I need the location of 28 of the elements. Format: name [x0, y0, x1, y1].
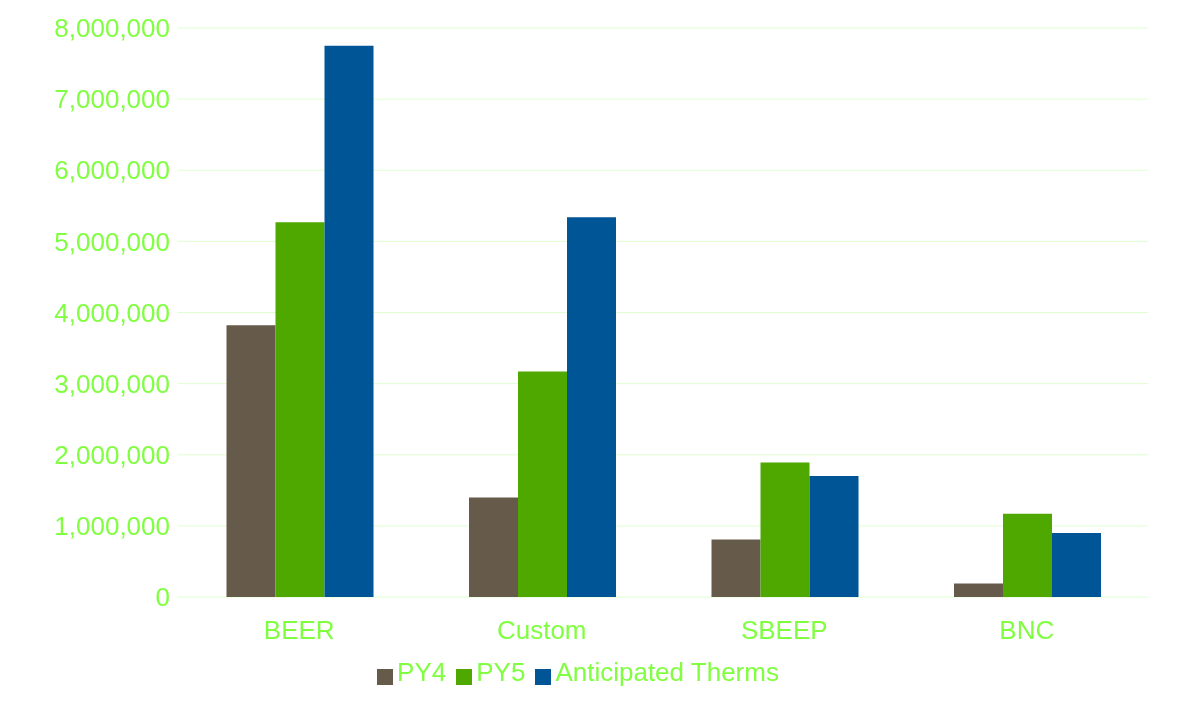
bar	[275, 222, 325, 597]
legend-label: PY5	[476, 657, 526, 687]
y-tick-label: 3,000,000	[54, 368, 170, 399]
bar	[711, 539, 761, 597]
y-tick-label: 7,000,000	[54, 84, 170, 115]
y-tick-label: 8,000,000	[54, 13, 170, 44]
legend-label: Anticipated Therms	[555, 657, 779, 687]
x-tick-label: BNC	[999, 615, 1055, 646]
x-tick-label: SBEEP	[740, 615, 828, 646]
bar	[760, 462, 810, 597]
y-tick-label: 6,000,000	[54, 155, 170, 186]
bar	[518, 371, 567, 597]
bar	[469, 497, 518, 597]
bar	[567, 217, 616, 597]
bar	[954, 583, 1003, 597]
bar	[1003, 513, 1052, 597]
y-tick-label: 2,000,000	[54, 439, 170, 470]
y-tick-label: 4,000,000	[54, 297, 170, 328]
y-tick-label: 0	[155, 582, 170, 613]
legend-label: PY4	[397, 657, 447, 687]
bar	[226, 325, 276, 597]
bar	[1052, 532, 1101, 597]
x-tick-label: BEER	[263, 615, 335, 646]
y-tick-label: 1,000,000	[54, 511, 170, 542]
bar	[809, 476, 859, 597]
x-tick-label: Custom	[496, 615, 587, 646]
bar	[324, 45, 374, 597]
y-tick-label: 5,000,000	[54, 226, 170, 257]
